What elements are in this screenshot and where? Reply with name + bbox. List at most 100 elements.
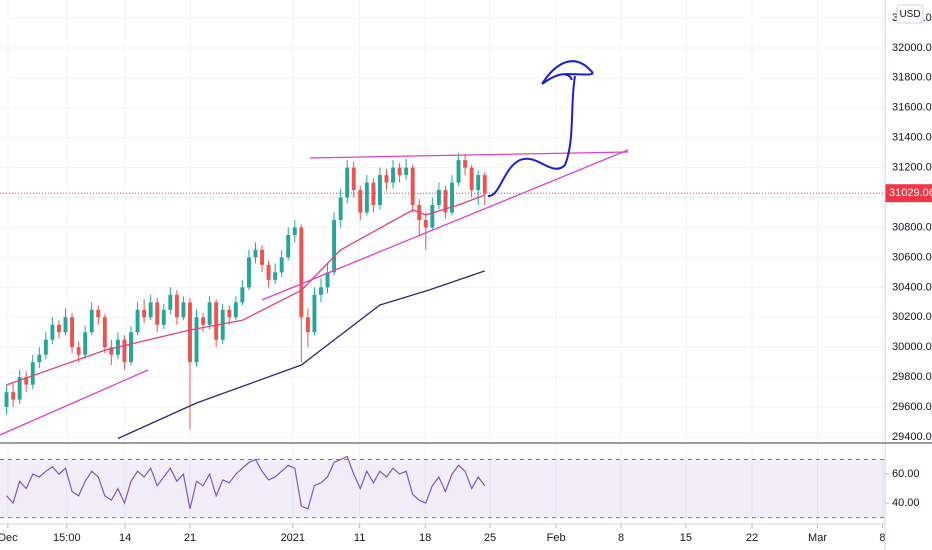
candle-body (129, 332, 133, 363)
candle-body (463, 160, 468, 168)
candle-body (266, 264, 271, 280)
candle-body (305, 317, 310, 333)
candle-body (207, 302, 212, 325)
candle-body (443, 190, 448, 213)
candle-body (482, 175, 487, 194)
freehand-arrow (487, 60, 594, 197)
candle-body (371, 182, 376, 206)
y-tick-label: 32000.00 (892, 42, 932, 54)
x-tick-label: 22 (746, 532, 758, 544)
candle-body (161, 309, 166, 325)
drawings (0, 60, 629, 436)
candle-body (410, 167, 415, 206)
x-tick-label: 8 (879, 532, 885, 544)
currency-badge[interactable] (896, 4, 924, 24)
trend-line (309, 151, 629, 159)
x-tick-label: 21 (184, 532, 196, 544)
candle-body (56, 324, 61, 333)
candle-body (292, 227, 297, 235)
trend-line (0, 369, 149, 436)
candle-body (181, 302, 186, 318)
x-tick-label: 15:00 (53, 532, 81, 544)
candle-body (214, 302, 219, 340)
y-tick-label: 31200.00 (892, 162, 932, 174)
y-tick-label: 30200.00 (892, 311, 932, 323)
candle-body (148, 302, 153, 318)
y-tick-label: 30000.00 (892, 341, 932, 353)
candle-body (43, 339, 48, 355)
price-label: 31029.06 (889, 187, 932, 199)
y-tick-label: 31800.00 (892, 72, 932, 84)
candle-body (351, 167, 356, 191)
candle-body (194, 317, 199, 363)
candle-body (286, 234, 291, 258)
candle-body (135, 309, 140, 333)
candle-body (384, 175, 389, 183)
candle-body (83, 332, 88, 355)
candle-body (404, 167, 409, 176)
y-tick-label: 30400.00 (892, 281, 932, 293)
candle-body (430, 205, 435, 228)
candle-body (4, 392, 9, 408)
x-tick-label: Feb (547, 532, 566, 544)
y-tick-label: 60.00 (892, 468, 920, 480)
x-tick-label: 18 (419, 532, 431, 544)
x-tick-label: Mar (808, 532, 827, 544)
candle-body (30, 362, 35, 385)
moving-average (117, 270, 486, 440)
candle-body (279, 257, 284, 273)
rsi-band (0, 459, 885, 518)
candle-body (260, 249, 264, 265)
candle-body (233, 302, 238, 318)
candle-body (450, 182, 454, 213)
y-tick-label: 29800.00 (892, 371, 932, 383)
candle-body (456, 160, 461, 183)
candle-body (246, 257, 251, 288)
x-tick-label: 8 (618, 532, 624, 544)
y-tick-label: 31400.00 (892, 132, 932, 144)
candle-body (76, 347, 81, 355)
candle-body (70, 317, 75, 348)
candle-body (469, 167, 474, 191)
candle-body (299, 227, 304, 318)
price-label-box (885, 184, 932, 203)
candle-body (174, 294, 179, 318)
rsi-line (6, 455, 486, 510)
candle-body (240, 287, 245, 303)
y-tick-label: 30600.00 (892, 251, 932, 263)
candle-body (377, 175, 382, 206)
candle-body (332, 220, 337, 273)
candle-body (142, 309, 147, 318)
x-tick-label: 11 (354, 532, 365, 544)
x-tick-label: 14 (119, 532, 131, 544)
candle-body (273, 272, 278, 280)
y-tick-label: 31600.00 (892, 102, 932, 114)
candle-body (17, 377, 22, 400)
x-tick-label: 25 (484, 532, 496, 544)
candle-body (188, 302, 192, 363)
candle-body (319, 287, 323, 295)
currency: USD (899, 9, 920, 20)
candle-body (358, 190, 363, 213)
trend-line (261, 149, 629, 301)
candle-body (253, 249, 258, 258)
candle-body (63, 317, 68, 333)
candle-body (89, 309, 94, 333)
candle-body (155, 302, 160, 325)
x-tick-label: Dec (0, 532, 18, 544)
candle-body (338, 197, 343, 220)
candle-body (391, 167, 396, 183)
candle-body (168, 294, 173, 310)
candle-body (11, 392, 16, 400)
candle-body (476, 175, 481, 191)
candle-body (397, 167, 402, 176)
candle-body (96, 309, 101, 318)
x-tick-label: 2021 (281, 532, 305, 544)
candle-body (423, 220, 428, 228)
candle-body (312, 294, 317, 333)
y-tick-label: 30800.00 (892, 221, 932, 233)
candle-body (122, 339, 127, 363)
